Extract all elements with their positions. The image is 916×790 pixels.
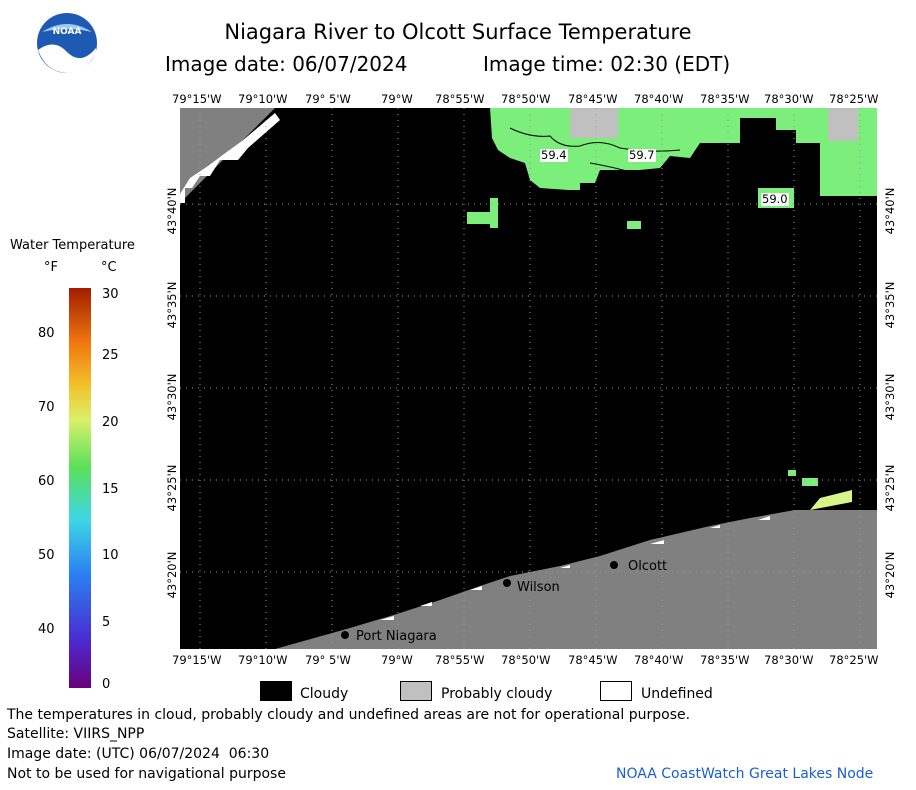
undefined-marker	[420, 602, 432, 606]
lat-label: 43°35'N	[883, 281, 897, 329]
port-niagara-marker	[341, 631, 349, 639]
probably-cloudy-patch	[570, 108, 618, 138]
lon-label: 78°55'W	[435, 653, 485, 667]
wilson-marker	[503, 579, 511, 587]
warm-water-patch	[467, 212, 497, 224]
noaa-logo-text: NOAA	[52, 27, 82, 37]
undefined-marker	[710, 525, 720, 528]
contour-line	[589, 162, 686, 182]
lon-label: 79°W	[381, 653, 413, 667]
footer-satellite: Satellite: VIIRS_NPP	[7, 726, 145, 742]
undefined-marker	[758, 516, 770, 520]
undefined-marker	[650, 540, 664, 544]
place-wilson: Wilson	[517, 580, 560, 595]
lon-label: 78°35'W	[700, 653, 750, 667]
key-undefined-swatch	[600, 681, 632, 701]
lon-label: 78°35'W	[700, 92, 750, 106]
lon-label: 78°50'W	[501, 653, 551, 667]
map-svg	[180, 108, 877, 649]
contour-label: 59.4	[540, 148, 568, 162]
undefined-marker	[560, 565, 570, 568]
lon-label: 78°30'W	[764, 92, 814, 106]
lon-label: 78°25'W	[829, 92, 879, 106]
scale-tick-f: 60	[38, 474, 55, 489]
scale-tick-f: 40	[38, 622, 55, 637]
lat-label: 43°40'N	[165, 187, 179, 235]
footer-utc-date: Image date: (UTC) 06/07/2024 06:30	[7, 746, 270, 762]
lon-label: 79° 5'W	[305, 92, 351, 106]
lat-label: 43°20'N	[883, 551, 897, 599]
footer-credit: NOAA CoastWatch Great Lakes Node	[616, 766, 874, 782]
warm-water-patch	[627, 221, 641, 229]
page-title: Niagara River to Olcott Surface Temperat…	[224, 20, 692, 44]
lat-label: 43°30'N	[165, 373, 179, 421]
lat-label: 43°40'N	[883, 187, 897, 235]
undefined-marker	[380, 616, 394, 620]
scale-tick-c: 5	[102, 615, 111, 630]
key-probably-cloudy-label: Probably cloudy	[441, 686, 553, 702]
map-panel: Port Niagara Wilson Olcott 59.4 59.7 59.…	[180, 108, 877, 649]
footer-nav-warning: Not to be used for navigational purpose	[7, 766, 286, 782]
lat-label: 43°20'N	[165, 551, 179, 599]
key-undefined-label: Undefined	[641, 686, 713, 702]
scale-tick-f: 80	[38, 326, 55, 341]
lon-label: 78°50'W	[501, 92, 551, 106]
lat-label: 43°25'N	[883, 464, 897, 512]
legend-unit-c: °C	[101, 260, 117, 275]
yellow-water-patch	[810, 490, 852, 510]
lon-label: 79°15'W	[172, 92, 222, 106]
lat-label: 43°25'N	[165, 464, 179, 512]
scale-tick-c: 20	[102, 415, 119, 430]
noaa-logo: NOAA	[36, 12, 98, 74]
footer-disclaimer: The temperatures in cloud, probably clou…	[7, 707, 691, 723]
probably-cloudy-patch	[828, 108, 858, 141]
place-olcott: Olcott	[628, 559, 668, 574]
cloud-notch	[740, 118, 776, 148]
lon-label: 79°10'W	[238, 653, 288, 667]
lon-label: 78°25'W	[829, 653, 879, 667]
olcott-marker	[610, 561, 618, 569]
lon-label: 79°W	[381, 92, 413, 106]
lon-label: 79°15'W	[172, 653, 222, 667]
lon-label: 78°40'W	[634, 92, 684, 106]
lon-label: 78°55'W	[435, 92, 485, 106]
key-cloudy-swatch	[260, 681, 292, 701]
place-port-niagara: Port Niagara	[356, 629, 437, 644]
warm-water-patch	[788, 470, 796, 476]
map-grid	[180, 108, 877, 649]
lon-label: 79° 5'W	[305, 653, 351, 667]
legend-unit-f: °F	[44, 260, 58, 275]
warm-water-patch	[490, 198, 498, 228]
cloud-notch	[776, 130, 796, 148]
undefined-edge-top-left	[180, 113, 280, 203]
undefined-marker	[470, 586, 482, 590]
contour-label: 59.7	[628, 148, 656, 162]
lon-label: 78°45'W	[568, 92, 618, 106]
scale-tick-f: 70	[38, 400, 55, 415]
lon-label: 78°40'W	[634, 653, 684, 667]
color-scale-bar	[69, 288, 91, 688]
scale-tick-c: 15	[102, 482, 119, 497]
land-south-shore	[275, 510, 877, 649]
legend-title: Water Temperature	[10, 238, 135, 253]
lon-label: 79°10'W	[238, 92, 288, 106]
image-time-label: Image time: 02:30 (EDT)	[483, 52, 731, 76]
scale-tick-c: 30	[102, 287, 119, 302]
lon-label: 78°30'W	[764, 653, 814, 667]
scale-tick-c: 10	[102, 548, 119, 563]
scale-tick-c: 25	[102, 348, 119, 363]
contour-label: 59.0	[761, 192, 789, 206]
key-cloudy-label: Cloudy	[300, 686, 349, 702]
key-probably-cloudy-swatch	[400, 681, 432, 701]
scale-tick-c: 0	[102, 677, 111, 692]
image-date-label: Image date: 06/07/2024	[165, 52, 408, 76]
lon-label: 78°45'W	[568, 653, 618, 667]
lat-label: 43°30'N	[883, 373, 897, 421]
lat-label: 43°35'N	[165, 281, 179, 329]
warm-water-patch	[802, 478, 818, 486]
scale-tick-f: 50	[38, 548, 55, 563]
